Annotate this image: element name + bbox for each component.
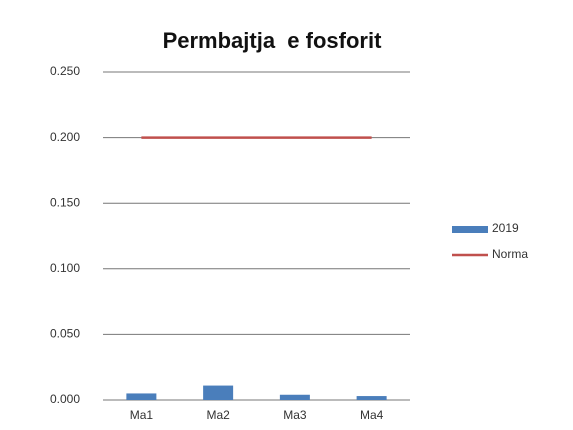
y-tick-label: 0.150 bbox=[50, 195, 80, 209]
x-tick-label: Ma1 bbox=[130, 408, 154, 422]
bar bbox=[356, 396, 387, 400]
y-tick-label: 0.000 bbox=[50, 392, 80, 406]
chart-title: Permbajtja e fosforit bbox=[163, 28, 383, 53]
legend-swatch bbox=[452, 226, 488, 233]
y-tick-label: 0.050 bbox=[50, 327, 80, 341]
bar bbox=[126, 393, 157, 400]
bar bbox=[203, 385, 234, 400]
legend-label: 2019 bbox=[492, 221, 519, 235]
x-tick-label: Ma2 bbox=[206, 408, 230, 422]
x-tick-label: Ma3 bbox=[283, 408, 307, 422]
bar bbox=[279, 394, 310, 400]
x-tick-label: Ma4 bbox=[360, 408, 384, 422]
y-tick-label: 0.250 bbox=[50, 64, 80, 78]
y-tick-label: 0.200 bbox=[50, 130, 80, 144]
legend-label: Norma bbox=[492, 247, 528, 261]
y-tick-label: 0.100 bbox=[50, 261, 80, 275]
